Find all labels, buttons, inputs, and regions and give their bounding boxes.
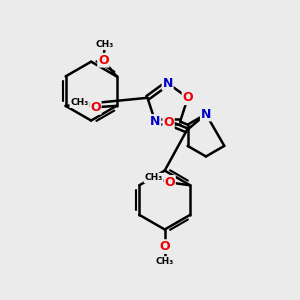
Text: CH₃: CH₃ [156, 257, 174, 266]
Text: O: O [164, 176, 175, 189]
Text: N: N [201, 108, 211, 121]
Text: O: O [98, 54, 109, 67]
Text: N: N [163, 77, 173, 90]
Text: O: O [182, 91, 193, 104]
Text: CH₃: CH₃ [144, 173, 163, 182]
Text: O: O [90, 101, 101, 114]
Text: O: O [159, 240, 170, 253]
Text: CH₃: CH₃ [70, 98, 88, 107]
Text: O: O [163, 116, 174, 129]
Text: N: N [150, 115, 160, 128]
Text: CH₃: CH₃ [96, 40, 114, 50]
